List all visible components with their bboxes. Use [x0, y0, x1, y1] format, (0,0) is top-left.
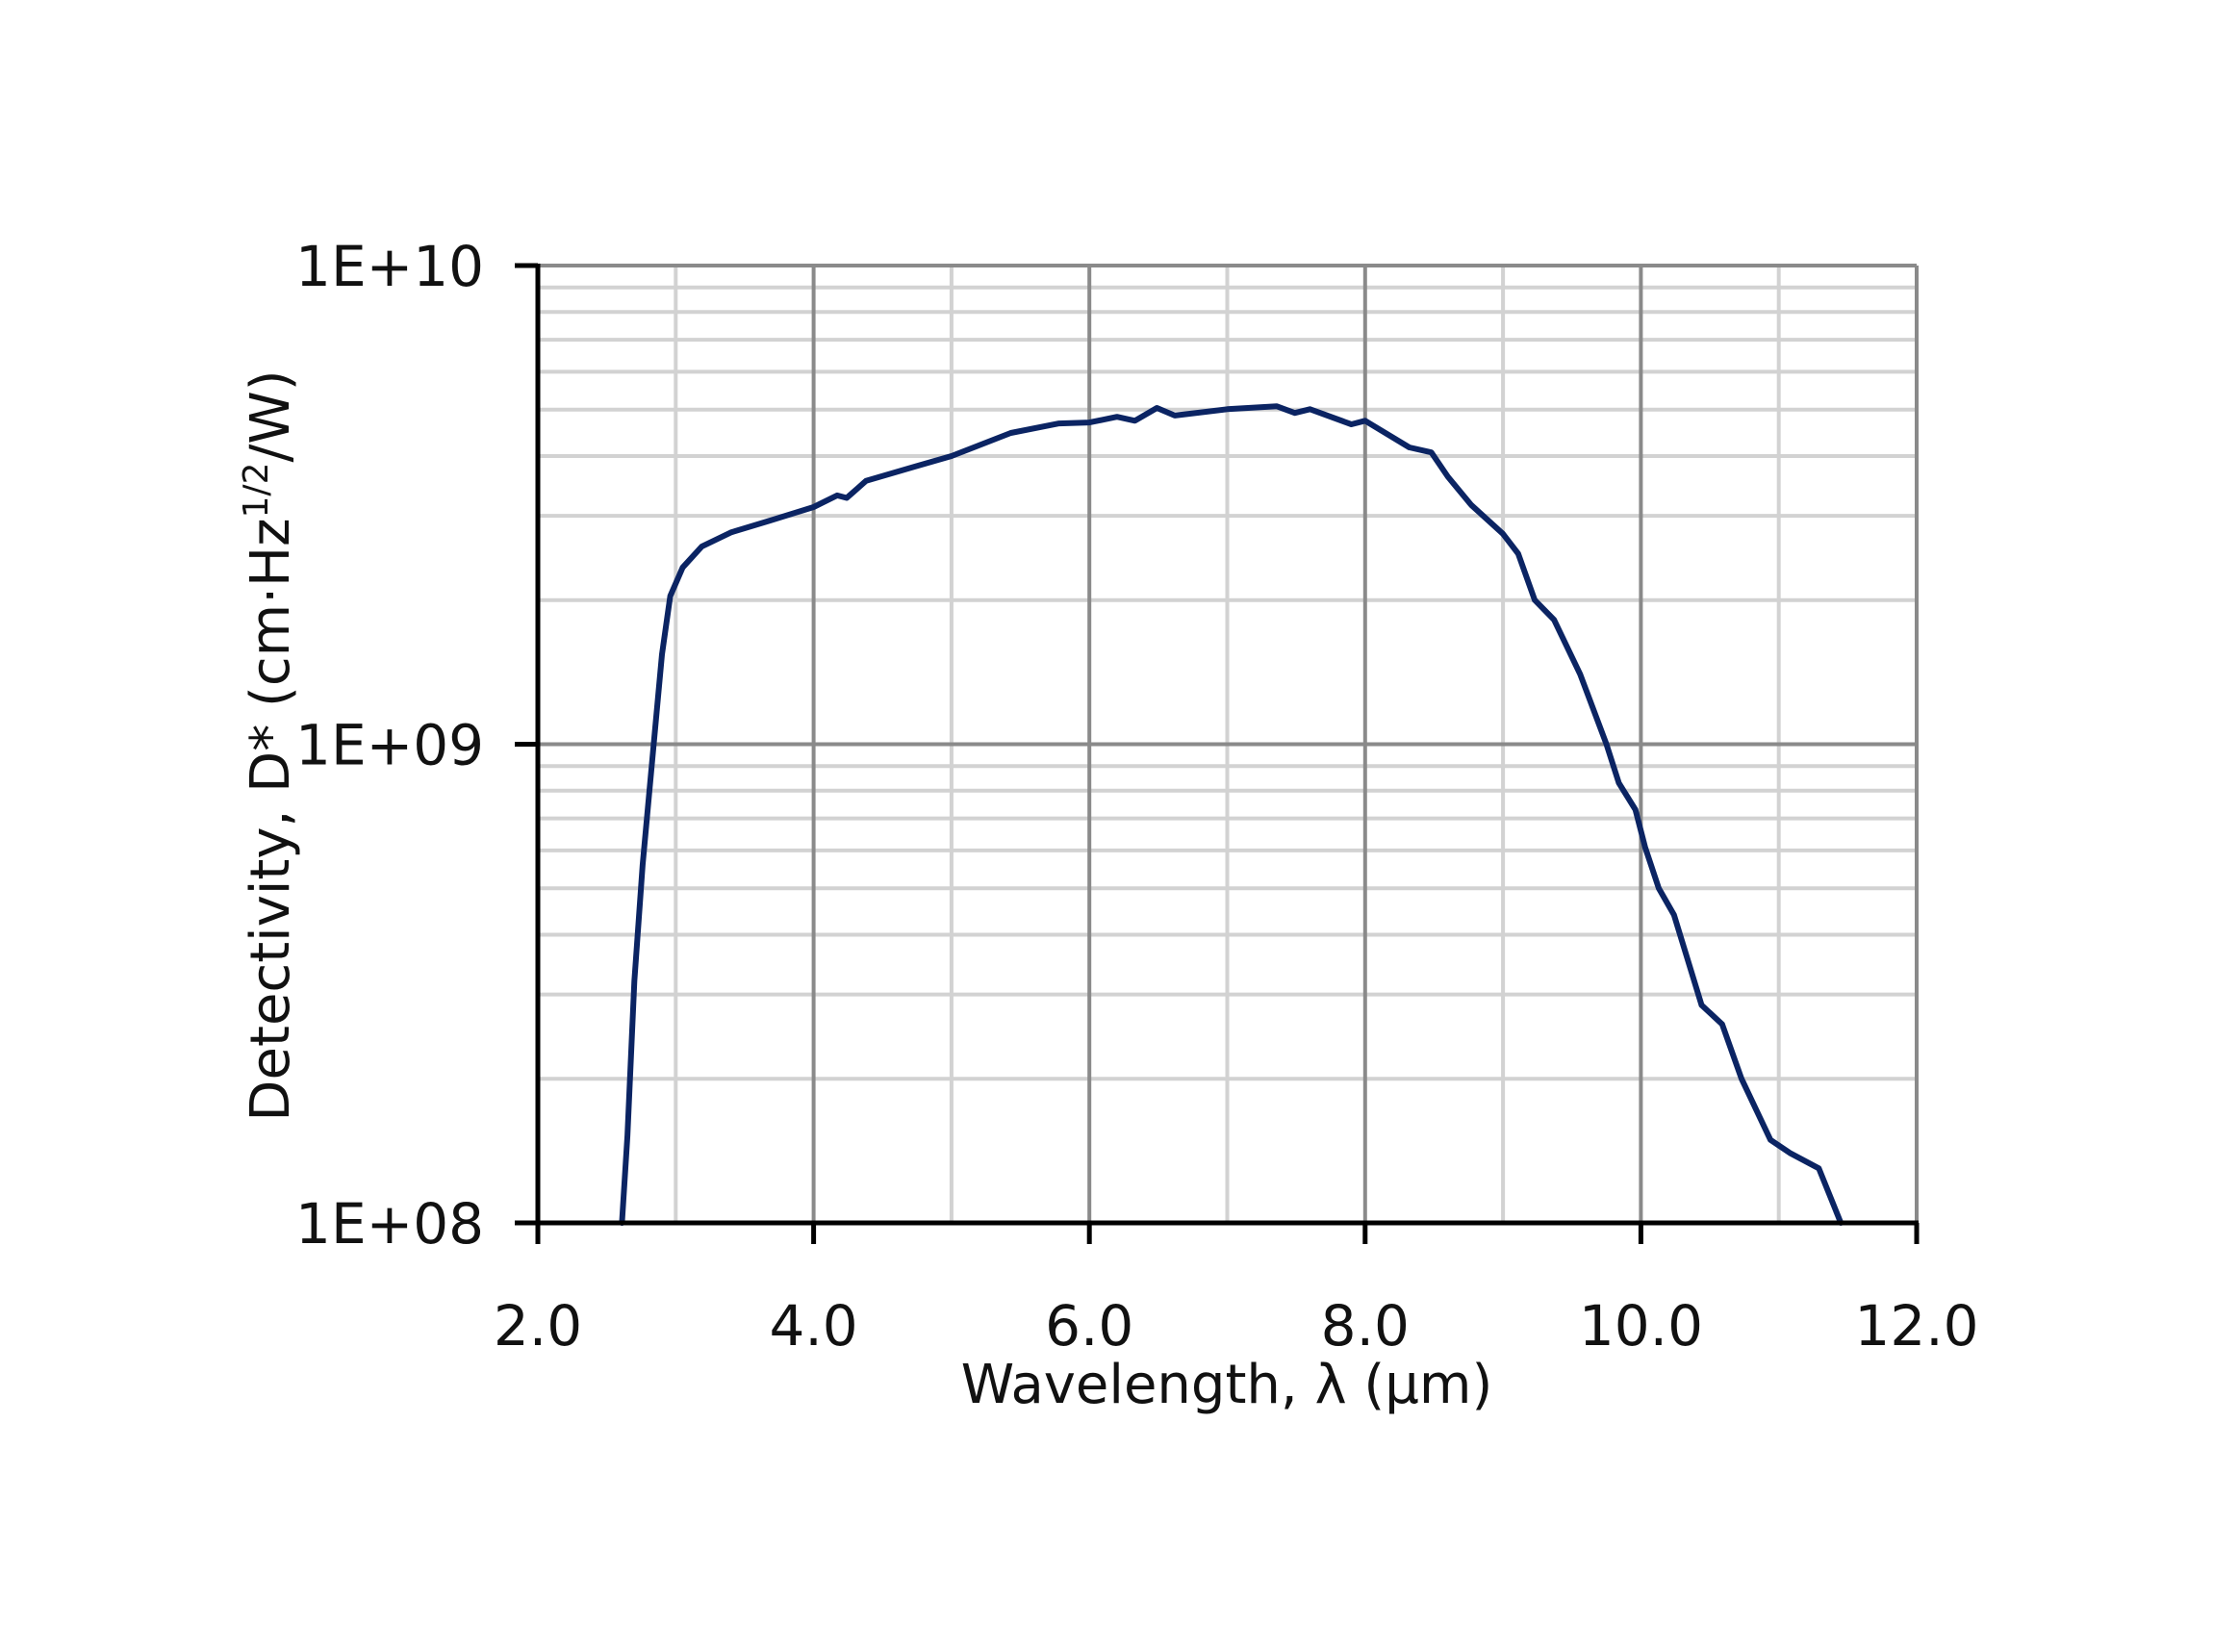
y-tick-labels: 1E+08 1E+09 1E+10	[295, 234, 484, 1257]
y-axis-title-sup: 1/2	[237, 463, 276, 519]
y-tick-label: 1E+09	[295, 713, 484, 778]
y-tick-label: 1E+10	[295, 234, 484, 299]
y-axis-title-main: Detectivity, D* (cm·Hz	[240, 518, 302, 1121]
y-axis-title: Detectivity, D* (cm·Hz1/2/W)	[237, 369, 302, 1121]
y-tick-label: 1E+08	[295, 1191, 484, 1257]
x-tick-label: 12.0	[1854, 1293, 1978, 1359]
x-axis-title: Wavelength, λ (μm)	[961, 1354, 1493, 1416]
x-tick-label: 2.0	[494, 1293, 582, 1359]
detectivity-curve	[619, 403, 1844, 1226]
x-tick-label: 8.0	[1321, 1293, 1410, 1359]
x-tick-label: 4.0	[769, 1293, 857, 1359]
y-axis-title-tail: /W)	[240, 369, 302, 462]
axes	[515, 263, 1920, 1244]
x-tick-label: 6.0	[1045, 1293, 1133, 1359]
x-tick-label: 10.0	[1579, 1293, 1703, 1359]
x-tick-labels: 2.0 4.0 6.0 8.0 10.0 12.0	[494, 1293, 1979, 1359]
